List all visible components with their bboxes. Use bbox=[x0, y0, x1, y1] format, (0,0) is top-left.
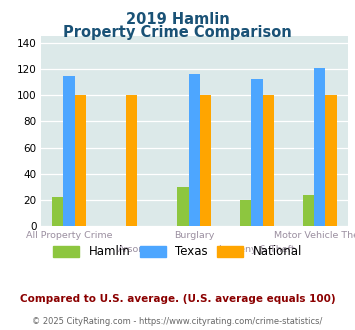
Text: All Property Crime: All Property Crime bbox=[26, 231, 112, 240]
Bar bbox=[64, 76, 75, 226]
Bar bbox=[263, 95, 274, 226]
Text: Larceny & Theft: Larceny & Theft bbox=[219, 245, 295, 254]
Text: 2019 Hamlin: 2019 Hamlin bbox=[126, 12, 229, 26]
Text: Arson: Arson bbox=[118, 245, 145, 254]
Bar bbox=[325, 95, 337, 226]
Text: Compared to U.S. average. (U.S. average equals 100): Compared to U.S. average. (U.S. average … bbox=[20, 294, 335, 304]
Bar bbox=[189, 74, 200, 226]
Bar bbox=[75, 95, 86, 226]
Bar bbox=[52, 197, 64, 226]
Text: Burglary: Burglary bbox=[174, 231, 214, 240]
Bar bbox=[200, 95, 211, 226]
Bar bbox=[178, 187, 189, 226]
Text: Property Crime Comparison: Property Crime Comparison bbox=[63, 25, 292, 40]
Text: Motor Vehicle Theft: Motor Vehicle Theft bbox=[274, 231, 355, 240]
Legend: Hamlin, Texas, National: Hamlin, Texas, National bbox=[48, 241, 307, 263]
Bar bbox=[240, 200, 251, 226]
Bar bbox=[314, 68, 325, 226]
Bar bbox=[126, 95, 137, 226]
Text: © 2025 CityRating.com - https://www.cityrating.com/crime-statistics/: © 2025 CityRating.com - https://www.city… bbox=[32, 317, 323, 326]
Bar bbox=[303, 195, 314, 226]
Bar bbox=[251, 80, 263, 226]
